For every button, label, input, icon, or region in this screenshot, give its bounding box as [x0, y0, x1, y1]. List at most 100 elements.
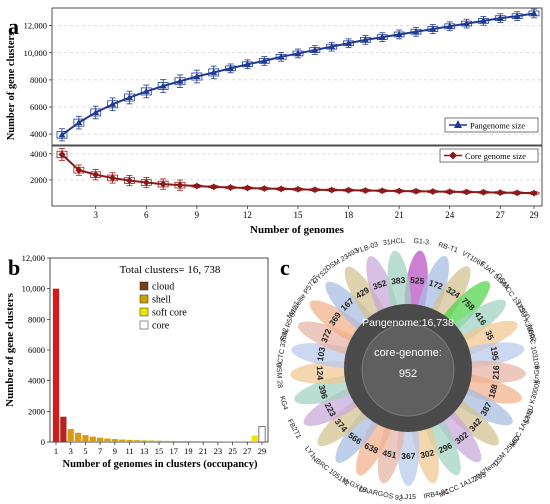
core-genome-ytick-label: 2000 — [30, 175, 47, 185]
occupancy-xtick-label: 25 — [228, 446, 237, 456]
pangenome-legend: Pangenome size — [444, 117, 539, 133]
occupancy-xtick-label: 19 — [184, 446, 193, 456]
pangenome-point — [260, 57, 268, 64]
occupancy-ytick-label: 8000 — [28, 314, 45, 324]
occupancy-xtick-label: 17 — [169, 446, 178, 456]
occupancy-legend-swatch — [139, 307, 149, 317]
core-genome-point — [530, 189, 538, 197]
occupancy-bar — [222, 441, 229, 442]
occupancy-xtick-label: 15 — [155, 446, 164, 456]
flower-strain-label: IRB4-01 — [423, 488, 450, 500]
core-genome-point — [446, 188, 454, 196]
flower-petal-value: 367 — [401, 451, 415, 461]
occupancy-xtick-label: 23 — [214, 446, 223, 456]
pangenome-point — [159, 82, 167, 89]
core-genome-xtick-label: 24 — [445, 210, 455, 220]
core-genome-xtick-label: 29 — [530, 210, 540, 220]
pangenome-ylabel: Number of gene clusters — [6, 32, 17, 141]
core-genome-xtick-label: 18 — [344, 210, 354, 220]
pangenome-box — [90, 108, 102, 117]
occupancy-xtick-label: 7 — [98, 446, 102, 456]
pangenome-point — [395, 30, 403, 37]
pangenome-point — [176, 77, 184, 84]
pangenome-box — [174, 77, 186, 86]
pangenome-point — [142, 87, 150, 94]
occupancy-bar — [52, 288, 60, 442]
occupancy-bar — [67, 428, 74, 442]
core-genome-point — [395, 187, 403, 195]
core-genome-point — [125, 177, 133, 185]
pangenome-point — [328, 43, 336, 50]
core-genome-point — [463, 188, 471, 196]
core-genome-xtick-label: 27 — [496, 210, 506, 220]
occupancy-xtick-label: 29 — [258, 446, 267, 456]
flower-petal-value: 195 — [489, 346, 501, 362]
flower-petal-value: 103 — [315, 346, 327, 362]
pangenome-point — [109, 100, 117, 107]
occupancy-bar — [244, 441, 251, 442]
flower-strain-label: LJ15 — [401, 494, 416, 501]
occupancy-bar — [89, 436, 96, 442]
occupancy-xlabel: Number of genomes in clusters (occupancy… — [63, 459, 258, 470]
flower-petal-value: 124 — [315, 366, 326, 381]
occupancy-ytick-label: 10,000 — [22, 284, 45, 294]
pangenome-point — [530, 9, 538, 16]
core-genome-point — [345, 186, 353, 194]
core-genome-point — [159, 180, 167, 188]
core-genome-frame — [51, 145, 543, 207]
flower-petal-value: 172 — [427, 278, 444, 292]
pangenome-point — [513, 12, 521, 19]
occupancy-bar — [163, 440, 170, 442]
occupancy-legend: cloud shell soft core core — [139, 282, 187, 332]
pangenome-line — [61, 12, 535, 136]
flower-petal-value: 216 — [491, 365, 502, 380]
occupancy-legend-label: cloud — [152, 282, 174, 293]
occupancy-bar — [170, 440, 177, 442]
pangenome-point — [125, 94, 133, 101]
core-genome-xlabel: Number of genomes — [250, 224, 345, 236]
core-genome-xtick-label: 6 — [144, 210, 149, 220]
core-genome-point — [429, 188, 437, 196]
panel-label-b: b — [8, 255, 20, 280]
pangenome-point — [429, 25, 437, 32]
occupancy-ytick-label: 12,000 — [22, 253, 45, 263]
core-genome-legend-label: Core genome size — [465, 151, 526, 161]
pangenome-point — [463, 20, 471, 27]
occupancy-legend-swatch — [139, 294, 149, 304]
core-genome-legend: Core genome size — [439, 148, 539, 163]
pangenome-ytick-label: 4000 — [30, 129, 47, 139]
pangenome-ytick-label: 8000 — [30, 75, 47, 85]
core-genome-xtick-label: 12 — [243, 210, 252, 220]
occupancy-bar — [200, 441, 207, 442]
occupancy-legend-label: shell — [152, 295, 171, 306]
pangenome-box — [124, 93, 135, 102]
core-genome-point — [294, 185, 302, 193]
occupancy-legend-label: core — [152, 321, 170, 332]
pangenome-legend-label: Pangenome size — [470, 121, 525, 131]
pangenome-point — [412, 28, 420, 35]
pangenome-point — [277, 53, 285, 60]
core-genome-label: core-genome: — [374, 347, 442, 359]
occupancy-bar — [111, 439, 118, 442]
flower-strain-label: 31HCL — [383, 238, 406, 247]
pangenome-chart: 4000 6000 8000 10,000 12,000 Number of gene … — [6, 7, 543, 146]
occupancy-legend-swatch — [139, 320, 149, 330]
core-genome-point — [142, 179, 150, 187]
occupancy-bar — [126, 439, 133, 442]
core-genome-point — [361, 186, 369, 194]
flower-strain-label: KG4 — [278, 395, 289, 410]
occupancy-xtick-label: 1 — [54, 446, 58, 456]
core-genome-point — [378, 187, 386, 195]
occupancy-xtick-label: 21 — [199, 446, 208, 456]
pangenome-box — [191, 72, 203, 81]
pangenome-point — [92, 108, 100, 115]
flower-strain-label: FB2T1 — [286, 418, 302, 440]
pangenome-box — [208, 68, 220, 77]
occupancy-bar — [104, 438, 111, 442]
occupancy-ytick-label: 4000 — [28, 376, 45, 386]
occupancy-ytick-label: 0 — [41, 437, 45, 447]
core-genome-point — [479, 188, 487, 196]
occupancy-xtick-label: 5 — [83, 446, 87, 456]
occupancy-xtick-label: 13 — [140, 446, 149, 456]
